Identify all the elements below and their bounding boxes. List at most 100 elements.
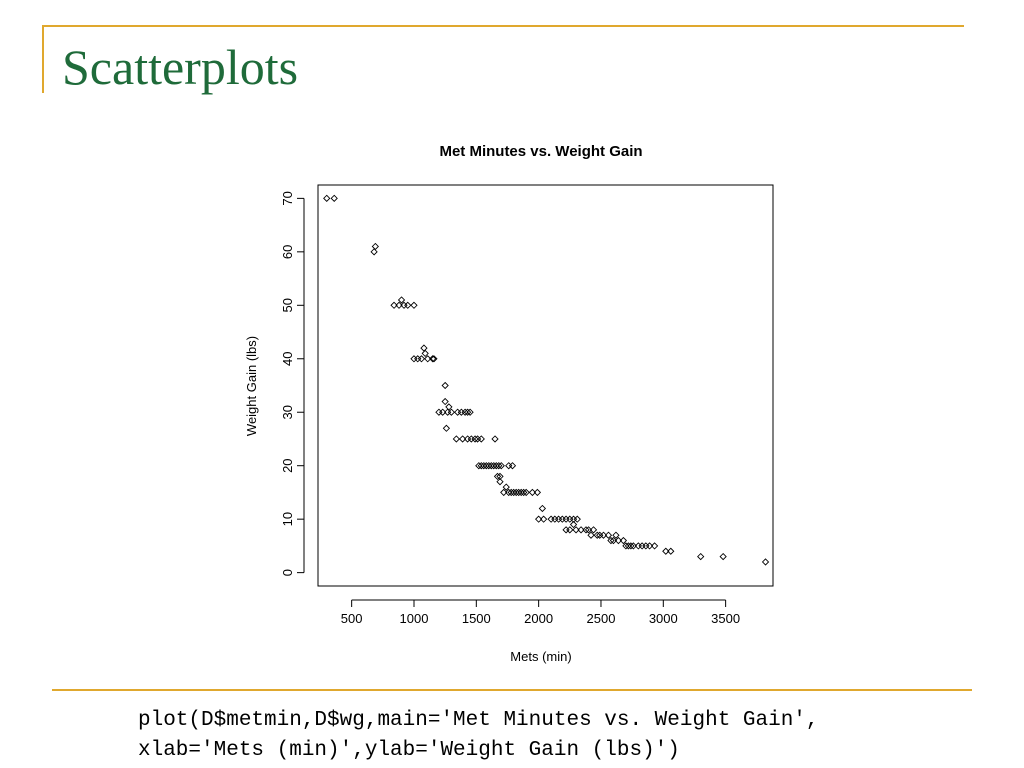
data-point — [371, 242, 379, 251]
data-point — [609, 536, 618, 545]
data-point — [390, 301, 398, 309]
data-point — [502, 483, 510, 491]
data-point — [522, 488, 530, 497]
data-point — [528, 488, 537, 497]
data-point — [421, 349, 429, 358]
data-point — [507, 488, 515, 497]
data-point — [417, 355, 426, 363]
data-point — [495, 462, 503, 470]
plot-frame — [317, 184, 774, 587]
x-tick-label: 3000 — [649, 611, 678, 626]
data-point — [477, 435, 485, 443]
data-point — [533, 488, 542, 497]
data-point — [429, 355, 437, 363]
y-axis-label: Weight Gain (lbs) — [244, 336, 259, 436]
data-point — [624, 542, 633, 550]
code-divider-rule — [52, 689, 972, 691]
data-point — [497, 462, 505, 470]
data-point — [414, 355, 422, 363]
data-point — [584, 526, 593, 534]
data-point — [480, 462, 488, 470]
data-point — [441, 381, 449, 390]
data-point — [614, 536, 623, 545]
data-point — [475, 462, 483, 470]
data-point — [452, 435, 461, 443]
data-point — [487, 462, 495, 470]
data-point — [562, 515, 570, 523]
data-point — [569, 520, 578, 529]
data-point — [558, 515, 566, 523]
data-point — [500, 488, 508, 497]
x-tick-label: 3500 — [711, 611, 740, 626]
data-point — [493, 472, 502, 481]
data-point — [697, 552, 705, 561]
data-point — [505, 462, 513, 470]
data-point — [512, 488, 520, 497]
data-points — [323, 194, 770, 566]
data-point — [604, 531, 613, 539]
data-point — [582, 526, 590, 534]
code-block: plot(D$metmin,D$wg,main='Met Minutes vs.… — [138, 706, 819, 766]
data-point — [404, 301, 412, 309]
data-point — [667, 547, 675, 555]
data-point — [330, 194, 338, 203]
x-tick-label: 2000 — [524, 611, 553, 626]
data-point — [510, 488, 518, 497]
data-point — [457, 408, 465, 416]
data-point — [430, 355, 438, 363]
data-point — [370, 248, 378, 256]
data-point — [517, 488, 525, 497]
data-point — [607, 536, 615, 545]
data-point — [410, 355, 418, 363]
y-tick-label: 50 — [280, 298, 295, 312]
data-point — [599, 531, 608, 539]
data-point — [447, 408, 456, 416]
data-point — [491, 435, 499, 443]
x-axis: 500 1000 1500 2000 2500 3000 3500 — [341, 599, 740, 626]
x-axis-label: Mets (min) — [510, 649, 571, 664]
data-point — [562, 526, 570, 534]
data-point — [627, 542, 635, 550]
data-point — [573, 515, 581, 523]
data-point — [539, 515, 548, 523]
data-point — [642, 542, 650, 550]
data-point — [508, 462, 517, 470]
data-point — [566, 515, 574, 523]
data-point — [435, 408, 443, 416]
data-point — [442, 424, 451, 432]
y-axis: 0 10 20 30 40 50 60 70 — [280, 191, 305, 576]
data-point — [619, 536, 628, 545]
x-tick-label: 500 — [341, 611, 363, 626]
data-point — [554, 515, 563, 523]
data-point — [589, 526, 598, 534]
data-point — [397, 296, 406, 304]
scatter-chart: Met Minutes vs. Weight Gain 500 1000 1500 2… — [244, 143, 774, 664]
y-tick-label: 10 — [280, 512, 295, 526]
data-point — [662, 547, 670, 555]
data-point — [482, 462, 490, 470]
code-line-1: plot(D$metmin,D$wg,main='Met Minutes vs.… — [138, 709, 819, 732]
y-tick-label: 0 — [280, 569, 295, 576]
data-point — [505, 488, 513, 497]
data-point — [622, 542, 630, 550]
data-point — [467, 435, 475, 443]
y-tick-label: 60 — [280, 245, 295, 259]
data-point — [538, 504, 547, 513]
chart-title: Met Minutes vs. Weight Gain — [439, 143, 642, 160]
data-point — [650, 542, 659, 550]
data-point — [587, 531, 595, 539]
y-tick-label: 30 — [280, 405, 295, 419]
data-point — [520, 488, 528, 497]
data-point — [477, 462, 485, 470]
data-point — [323, 194, 331, 203]
y-tick-label: 20 — [280, 458, 295, 472]
data-point — [441, 397, 449, 406]
data-point — [551, 515, 559, 523]
data-point — [424, 355, 432, 363]
y-tick-label: 70 — [280, 191, 295, 205]
data-point — [485, 462, 493, 470]
data-point — [463, 408, 472, 416]
data-point — [492, 462, 500, 470]
slide-title: Scatterplots — [62, 39, 299, 95]
data-point — [471, 435, 479, 443]
